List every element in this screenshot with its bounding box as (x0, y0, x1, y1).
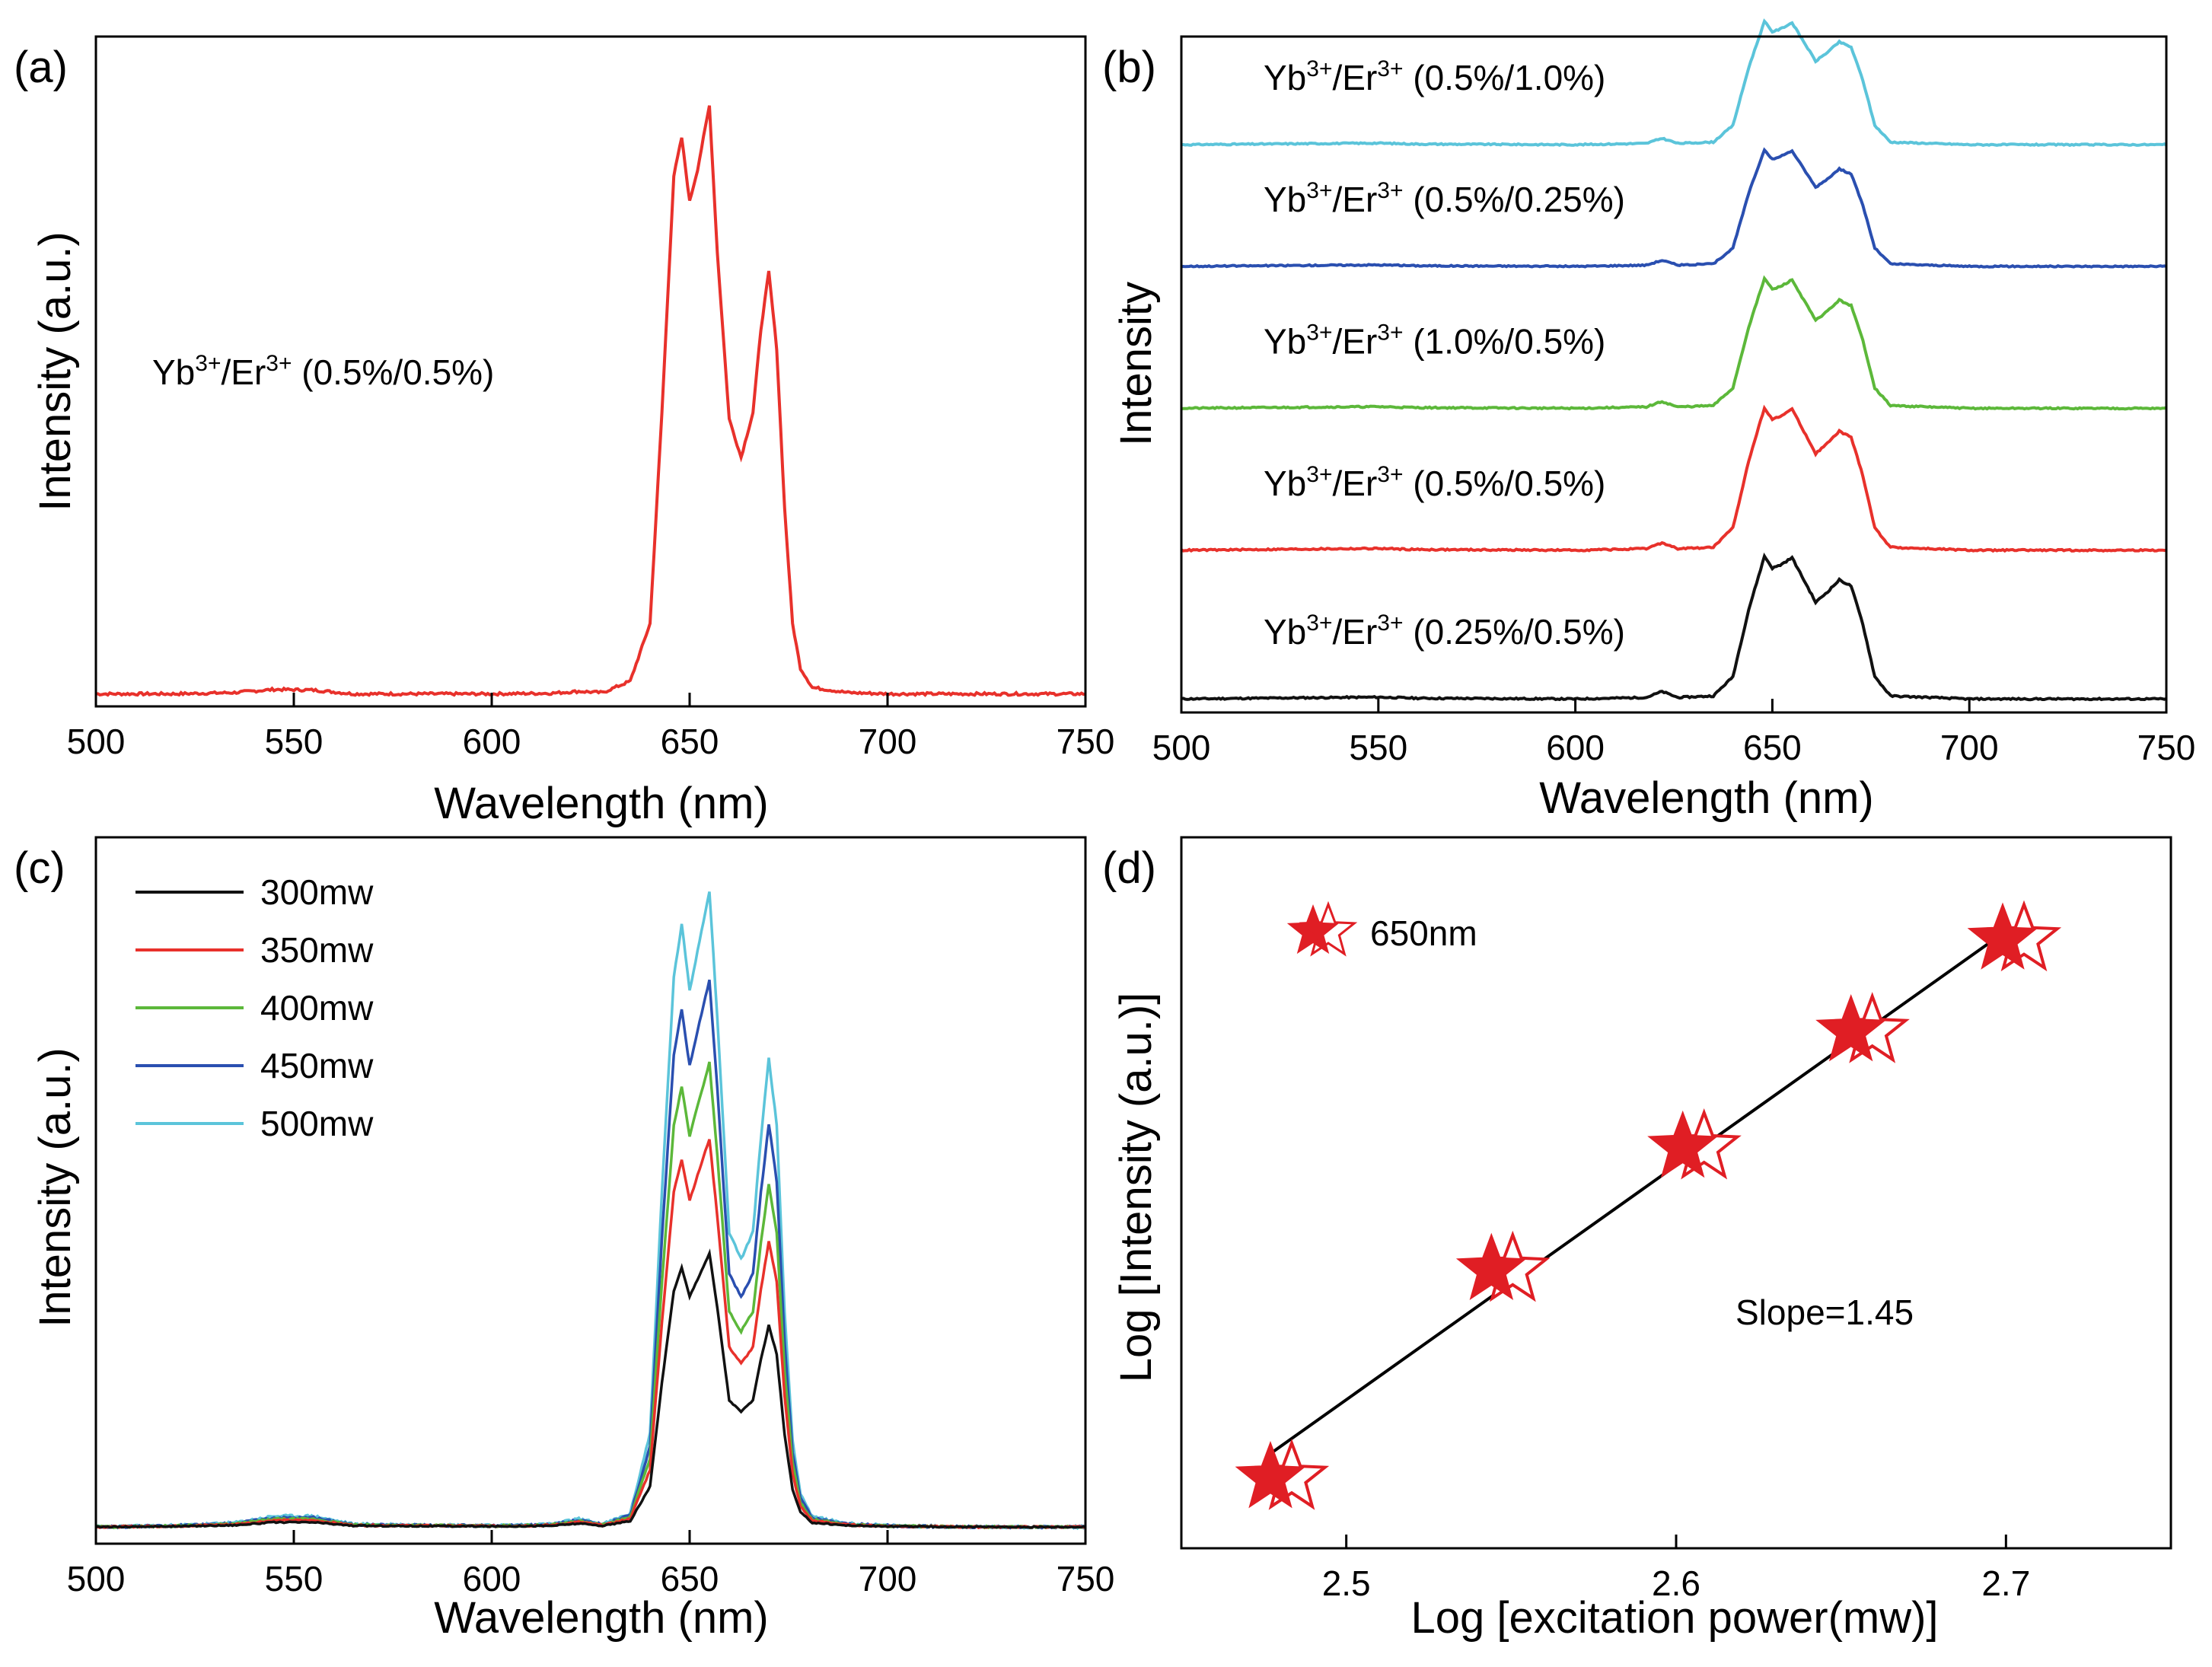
panel-c-ticklabel-600: 600 (463, 1559, 521, 1598)
panel-b-x-ticks: 500 550 600 650 700 750 (1152, 699, 2196, 767)
panel-c-label: (c) (14, 843, 65, 893)
panel-b-series-label-0.5%/0.25%: Yb3+/Er3+ (0.5%/0.25%) (1264, 178, 1625, 219)
panel-a-annotation: Yb3+/Er3+ (0.5%/0.5%) (152, 351, 494, 392)
panel-c-ticklabel-500: 500 (67, 1559, 126, 1598)
panel-c: (c) 500 550 600 650 700 750 300mw 350mw 400mw 45… (14, 836, 1115, 1643)
panel-b-xlabel: Wavelength (nm) (1539, 773, 1873, 823)
panel-b-series-label-0.5%/1.0%: Yb3+/Er3+ (0.5%/1.0%) (1264, 56, 1605, 97)
panel-c-series-line-400mw (95, 1061, 1085, 1530)
panel-d-point-2 (1455, 1230, 1551, 1302)
panel-c-xlabel: Wavelength (nm) (434, 1593, 768, 1643)
panel-d-ticklabel-2.6: 2.6 (1652, 1563, 1700, 1603)
panel-b-ticklabel-550: 550 (1349, 728, 1407, 767)
panel-c-ylabel: Intensity (a.u.) (30, 1047, 80, 1327)
panel-c-series-line-450mw (95, 979, 1086, 1530)
panel-b-ticklabel-750: 750 (2137, 728, 2196, 767)
panel-d-plot-area (1235, 900, 2062, 1510)
panel-d-label: (d) (1102, 843, 1156, 893)
panel-a-ticklabel-650: 650 (661, 722, 719, 761)
panel-c-ticklabel-700: 700 (859, 1559, 917, 1598)
panel-b-series-label-1.0%/0.5%: Yb3+/Er3+ (1.0%/0.5%) (1264, 320, 1605, 361)
star-filled-icon (1815, 994, 1887, 1062)
panel-b-series-line-0.25%/0.5% (1181, 552, 2167, 702)
star-filled-icon (1235, 1440, 1306, 1509)
panel-d-fit-line (1269, 932, 2004, 1455)
panel-a-label: (a) (14, 43, 68, 92)
panel-c-series-line-350mw (95, 1139, 1086, 1530)
panel-d-x-ticks: 2.5 2.6 2.7 (1322, 1535, 2030, 1603)
panel-d-slope-annotation: Slope=1.45 (1735, 1292, 1914, 1332)
panel-b-ticklabel-500: 500 (1152, 728, 1211, 767)
panel-c-ticklabel-650: 650 (661, 1559, 719, 1598)
panel-b-series-line-0.5%/1.0% (1181, 18, 2167, 148)
panel-d-point-4 (1815, 992, 1910, 1063)
panel-c-ticklabel-750: 750 (1057, 1559, 1115, 1598)
panel-d-ticklabel-2.5: 2.5 (1322, 1563, 1371, 1603)
panel-d: (d) 2.5 2.6 2.7 650nm Slope=1.45 Log [Inte… (1102, 836, 2172, 1643)
panel-c-series-line-300mw (95, 1248, 1086, 1529)
panel-c-plot-area (94, 891, 1086, 1531)
panel-b-series-label-0.5%/0.5%: Yb3+/Er3+ (0.5%/0.5%) (1264, 462, 1605, 503)
panel-b-ticklabel-650: 650 (1743, 728, 1802, 767)
panel-b-axis-frame (1180, 35, 2168, 714)
panel-b-ticklabel-700: 700 (1940, 728, 1999, 767)
panel-b-plot-area (1181, 18, 2167, 702)
legend-star-outline-icon (1299, 900, 1358, 957)
star-filled-icon (1967, 902, 2038, 970)
panel-b: (b) 500 550 600 650 700 750 Yb3+/Er3+ (0.25%/… (1102, 18, 2196, 823)
panel-d-xlabel: Log [excitation power(mw)] (1410, 1593, 1938, 1643)
panel-a-ticklabel-600: 600 (463, 722, 521, 761)
panel-b-series-line-0.5%/0.25% (1181, 147, 2167, 269)
panel-b-series-labels: Yb3+/Er3+ (0.25%/0.5%) Yb3+/Er3+ (0.5%/0.… (1264, 56, 1625, 652)
panel-a-x-ticks: 500 550 600 650 700 750 (67, 693, 1115, 761)
panel-c-ticklabel-550: 550 (265, 1559, 324, 1598)
panel-d-ylabel: Log [Intensity (a.u.)] (1111, 993, 1161, 1383)
panel-c-series-line-500mw (94, 891, 1086, 1531)
panel-c-legend: 300mw 350mw 400mw 450mw 500mw (135, 872, 374, 1143)
panel-a-series-line (95, 105, 1086, 697)
panel-c-legend-label-450mw: 450mw (260, 1046, 374, 1085)
panel-a-plot-area (95, 105, 1086, 697)
star-filled-icon (1455, 1232, 1527, 1301)
panel-d-ticklabel-2.7: 2.7 (1981, 1563, 2030, 1603)
panel-b-series-line-1.0%/0.5% (1181, 275, 2167, 411)
panel-c-legend-label-350mw: 350mw (260, 930, 374, 970)
legend-star-icon (1286, 904, 1340, 955)
panel-a-ticklabel-750: 750 (1057, 722, 1115, 761)
panel-c-legend-label-400mw: 400mw (260, 988, 374, 1028)
panel-a-ticklabel-550: 550 (265, 722, 324, 761)
panel-a-ticklabel-700: 700 (859, 722, 917, 761)
star-filled-icon (1647, 1110, 1719, 1178)
panel-c-legend-label-500mw: 500mw (260, 1104, 374, 1143)
panel-b-series-label-0.25%/0.5%: Yb3+/Er3+ (0.25%/0.5%) (1264, 610, 1625, 652)
panel-d-point-3 (1647, 1108, 1742, 1180)
panel-c-legend-label-300mw: 300mw (260, 872, 374, 912)
panel-d-legend: 650nm (1286, 900, 1477, 957)
panel-c-axis-frame (94, 836, 1087, 1545)
panel-b-series-line-0.5%/0.5% (1181, 404, 2167, 553)
panel-a-axis-frame (94, 35, 1087, 708)
panel-b-ticklabel-600: 600 (1546, 728, 1605, 767)
panel-a-ylabel: Intensity (a.u.) (30, 231, 80, 511)
panel-a-xlabel: Wavelength (nm) (434, 779, 768, 828)
panel-d-point-5 (1967, 900, 2062, 972)
panel-c-x-ticks: 500 550 600 650 700 750 (67, 1530, 1115, 1598)
panel-a: (a) 500 550 600 650 700 750 Intensity (a.u.) … (14, 35, 1115, 828)
legend-label-650nm: 650nm (1370, 913, 1477, 953)
panel-a-ticklabel-500: 500 (67, 722, 126, 761)
panel-b-ylabel: Intensity (1111, 282, 1161, 446)
panel-b-label: (b) (1102, 43, 1156, 92)
panel-d-point-1 (1235, 1439, 1330, 1510)
